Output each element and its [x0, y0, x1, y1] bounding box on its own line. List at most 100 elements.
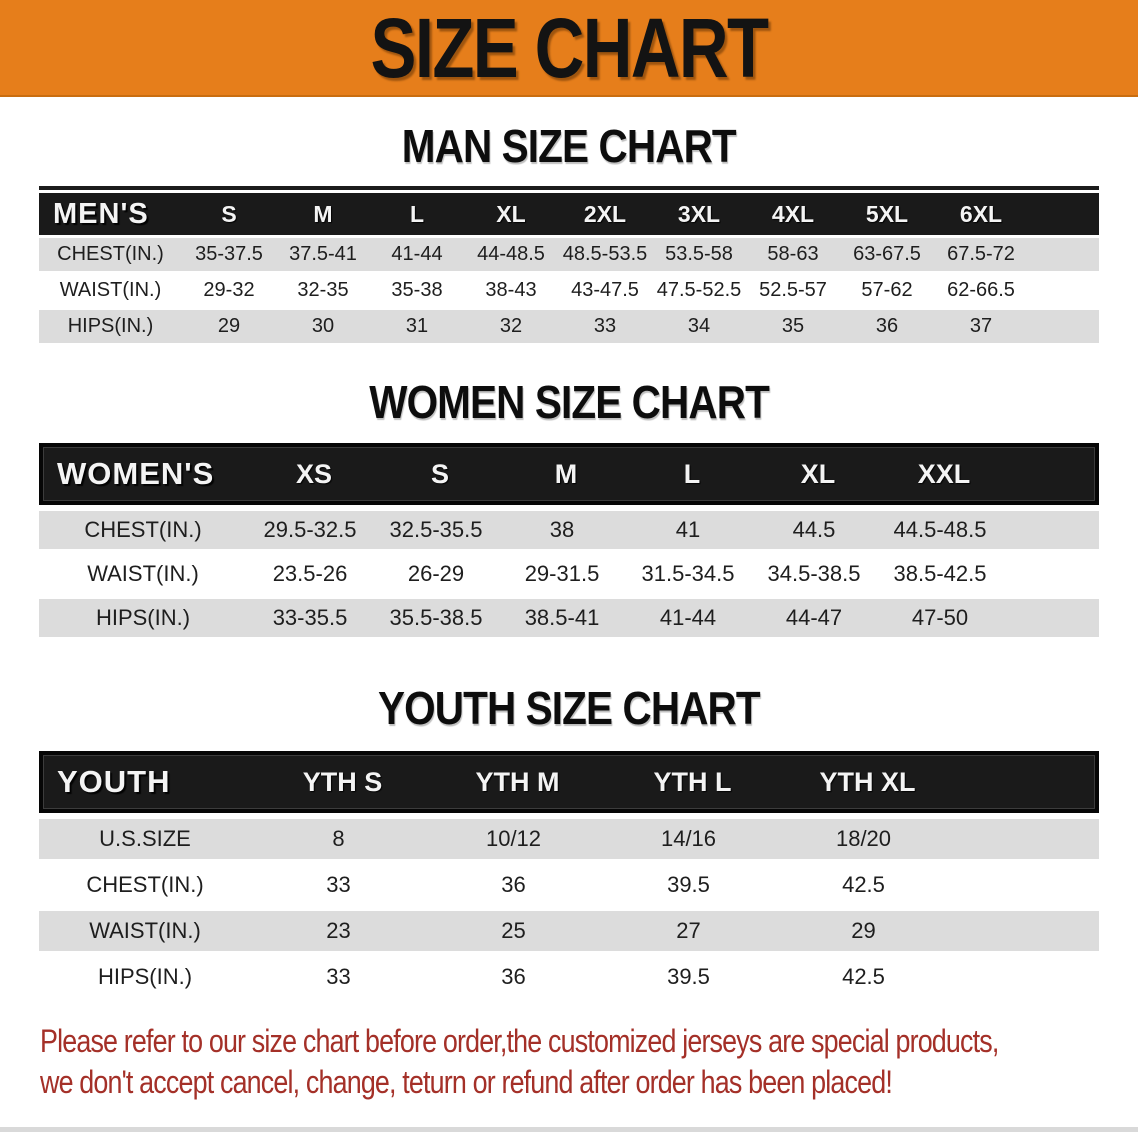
banner-title: SIZE CHART	[370, 0, 770, 95]
size-value-cell: 38-43	[485, 279, 537, 301]
size-value-cell: 67.5-72	[947, 243, 1015, 265]
size-value-cell: 31.5-34.5	[641, 561, 735, 586]
size-value-cell: 44.5	[792, 517, 836, 542]
size-value-cell: 35-37.5	[195, 243, 263, 265]
table-row: CHEST(IN.) 35-37.5 37.5-41 41-44 44-48.5 48.5…	[39, 238, 1099, 271]
table-row: CHEST(IN.) 29.5-32.5 32.5-35.5 38 41 44.5 44.5…	[39, 511, 1099, 549]
bottom-edge-strip	[0, 1127, 1138, 1132]
size-value-cell: 35-38	[391, 279, 443, 301]
row-label: HIPS(IN.)	[97, 964, 193, 989]
size-value-cell: 42.5	[842, 872, 885, 897]
size-value-cell: 25	[501, 918, 526, 943]
row-label: WAIST(IN.)	[87, 561, 199, 586]
size-column-header: XS	[295, 458, 333, 489]
size-value-cell: 43-47.5	[571, 279, 639, 301]
size-column-header: L	[683, 458, 701, 489]
size-column-header: 6XL	[959, 200, 1003, 227]
size-value-cell: 44.5-48.5	[893, 517, 987, 542]
size-value-cell: 37.5-41	[289, 243, 357, 265]
size-value-cell: 10/12	[485, 826, 542, 851]
size-value-cell: 32	[499, 315, 523, 337]
size-column-header: 5XL	[865, 200, 909, 227]
size-column-header: XL	[496, 200, 526, 227]
size-value-cell: 29.5-32.5	[263, 517, 357, 542]
size-column-header: S	[221, 200, 237, 227]
size-column-header: M	[313, 200, 333, 227]
size-value-cell: 33	[326, 872, 351, 897]
disclaimer-line-2: we don't accept cancel, change, teturn o…	[40, 1064, 893, 1100]
size-value-cell: 35.5-38.5	[389, 605, 483, 630]
disclaimer: Please refer to our size chart before or…	[40, 1021, 1138, 1103]
size-value-cell: 29	[851, 918, 876, 943]
table-row: WAIST(IN.) 23.5-26 26-29 29-31.5 31.5-34.5 34…	[39, 555, 1099, 593]
size-value-cell: 57-62	[861, 279, 913, 301]
row-label: HIPS(IN.)	[95, 605, 191, 630]
size-column-header: L	[409, 200, 425, 227]
size-value-cell: 41-44	[659, 605, 717, 630]
size-value-cell: 38.5-41	[524, 605, 600, 630]
size-value-cell: 36	[501, 872, 526, 897]
men-size-table: MEN'S S M L XL 2XL 3XL 4XL 5XL 6XL CHEST(IN.) 35-…	[39, 186, 1099, 343]
size-value-cell: 26-29	[407, 561, 465, 586]
size-value-cell: 33	[326, 964, 351, 989]
size-value-cell: 37	[969, 315, 993, 337]
size-value-cell: 48.5-53.5	[562, 243, 648, 265]
table-row: U.S.SIZE 8 10/12 14/16 18/20	[39, 819, 1099, 859]
women-size-table: WOMEN'S XS S M L XL XXL CHEST(IN.) 29.5-32.5 32…	[39, 443, 1099, 637]
size-column-header: 2XL	[583, 200, 627, 227]
table-row: HIPS(IN.) 33 36 39.5 42.5	[39, 957, 1099, 997]
size-column-header: YTH M	[475, 766, 560, 797]
size-value-cell: 39.5	[667, 872, 710, 897]
youth-section-heading: YOUTH SIZE CHART	[0, 685, 1138, 731]
size-value-cell: 23	[326, 918, 351, 943]
size-value-cell: 44-48.5	[477, 243, 545, 265]
row-label: CHEST(IN.)	[57, 243, 164, 265]
size-value-cell: 31	[405, 315, 429, 337]
size-value-cell: 38	[549, 517, 575, 542]
row-label: HIPS(IN.)	[67, 315, 154, 337]
men-table-header-row: MEN'S S M L XL 2XL 3XL 4XL 5XL 6XL	[39, 193, 1099, 235]
size-value-cell: 18/20	[835, 826, 892, 851]
size-value-cell: 36	[501, 964, 526, 989]
table-row: HIPS(IN.) 29 30 31 32 33 34 35 36 37	[39, 310, 1099, 343]
size-value-cell: 30	[311, 315, 335, 337]
size-column-header: YTH XL	[819, 766, 916, 797]
size-value-cell: 47.5-52.5	[656, 279, 742, 301]
table-row: CHEST(IN.) 33 36 39.5 42.5	[39, 865, 1099, 905]
youth-group-label: YOUTH	[57, 764, 171, 799]
size-column-header: S	[430, 458, 449, 489]
size-value-cell: 52.5-57	[759, 279, 827, 301]
size-value-cell: 29	[217, 315, 241, 337]
size-column-header: XXL	[917, 458, 971, 489]
men-group-label: MEN'S	[53, 197, 149, 230]
size-value-cell: 39.5	[667, 964, 710, 989]
table-row: WAIST(IN.) 23 25 27 29	[39, 911, 1099, 951]
size-value-cell: 63-67.5	[853, 243, 921, 265]
size-value-cell: 47-50	[911, 605, 969, 630]
size-column-header: 3XL	[677, 200, 721, 227]
women-section-heading-text: WOMEN SIZE CHART	[369, 376, 770, 428]
size-value-cell: 44-47	[785, 605, 843, 630]
row-label: CHEST(IN.)	[84, 517, 202, 542]
row-label: U.S.SIZE	[99, 826, 191, 851]
size-value-cell: 42.5	[842, 964, 885, 989]
women-section-heading: WOMEN SIZE CHART	[0, 379, 1138, 425]
size-value-cell: 8	[332, 826, 345, 851]
size-column-header: 4XL	[771, 200, 815, 227]
youth-size-table: YOUTH YTH S YTH M YTH L YTH XL U.S.SIZE 8 10/…	[39, 751, 1099, 997]
row-label: WAIST(IN.)	[59, 279, 162, 301]
size-value-cell: 14/16	[660, 826, 717, 851]
size-column-header: YTH L	[653, 766, 732, 797]
size-value-cell: 29-32	[203, 279, 255, 301]
size-column-header: XL	[800, 458, 836, 489]
women-group-label: WOMEN'S	[57, 456, 215, 491]
size-value-cell: 35	[781, 315, 805, 337]
men-table-top-rule	[39, 186, 1099, 190]
men-section-heading-text: MAN SIZE CHART	[401, 120, 737, 172]
size-value-cell: 27	[676, 918, 701, 943]
size-column-header: YTH S	[302, 766, 383, 797]
size-value-cell: 33-35.5	[272, 605, 348, 630]
size-value-cell: 41	[675, 517, 701, 542]
size-value-cell: 32.5-35.5	[389, 517, 483, 542]
